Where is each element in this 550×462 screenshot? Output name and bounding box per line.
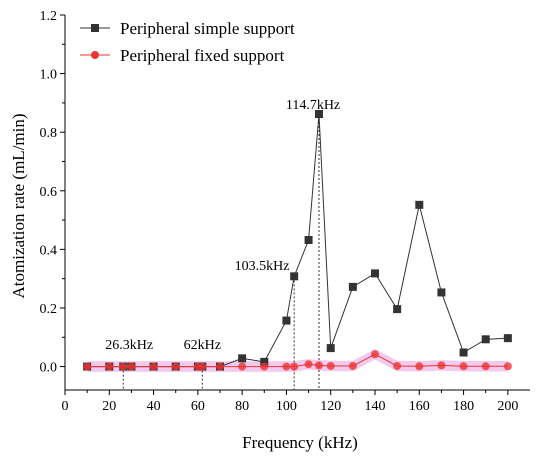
legend-item-fixed-support: Peripheral fixed support [80,46,285,65]
legend-label-fixed-support: Peripheral fixed support [120,46,285,65]
data-point-simple-support [238,354,247,363]
y-tick-label: 1.2 [40,9,58,24]
annotation-label: 103.5kHz [235,259,290,274]
legend-label-simple-support: Peripheral simple support [120,19,295,38]
data-point-simple-support [415,200,424,209]
annotation-label: 62kHz [184,338,221,353]
data-point-simple-support [371,269,379,278]
x-tick-label: 160 [409,399,430,414]
data-point-simple-support [481,335,490,344]
axes: 0 20 40 60 80 100 120 140 160 180 200 0.0 0.2 0.4 0.6 0… [40,9,530,414]
x-tick-label: 40 [147,399,161,414]
data-point-simple-support [282,316,291,325]
data-point-fixed-support [459,362,468,371]
x-tick-label: 80 [235,399,249,414]
data-point-fixed-support [260,362,269,371]
y-tick-label: 0.4 [40,243,58,258]
data-point-fixed-support [238,362,247,371]
data-point-fixed-support [282,362,291,371]
y-tick-label: 0.2 [40,302,58,317]
data-point-fixed-support [290,362,299,371]
x-tick-label: 120 [320,399,341,414]
data-point-fixed-support [314,361,323,370]
data-point-fixed-support [105,362,114,371]
data-point-fixed-support [216,362,224,371]
data-point-fixed-support [198,362,207,371]
data-point-fixed-support [371,350,379,359]
x-tick-label: 100 [276,399,297,414]
data-point-fixed-support [149,362,158,371]
data-point-simple-support [290,272,299,281]
y-tick-label: 1.0 [40,68,58,83]
annotations: 26.3kHz 62kHz 103.5kHz 114.7kHz [105,98,340,390]
y-tick-label: 0.0 [40,361,58,376]
x-tick-label: 200 [497,399,518,414]
x-tick-label: 20 [102,399,116,414]
x-tick-label: 60 [191,399,205,414]
data-point-simple-support [503,334,512,343]
data-point-simple-support [459,348,468,357]
data-point-simple-support [393,305,402,314]
y-tick-label: 0.6 [40,185,58,200]
data-point-fixed-support [481,362,490,371]
data-point-simple-support [437,288,446,297]
data-point-fixed-support [437,361,446,370]
series-line-0 [87,113,508,368]
legend-item-simple-support: Peripheral simple support [80,19,295,38]
data-point-fixed-support [127,362,136,371]
data-point-simple-support [326,344,335,353]
data-point-simple-support [314,110,323,119]
data-point-fixed-support [503,362,512,371]
data-point-fixed-support [326,361,335,370]
series [83,110,512,371]
data-point-fixed-support [83,362,92,371]
legend: Peripheral simple support Peripheral fix… [80,19,295,65]
data-point-fixed-support [415,362,424,371]
data-point-fixed-support [393,361,402,370]
annotation-label: 114.7kHz [286,98,340,113]
x-tick-label: 0 [62,399,69,414]
x-tick-label: 140 [365,399,386,414]
data-point-simple-support [348,282,357,291]
y-tick-label: 0.8 [40,126,58,141]
data-point-simple-support [304,236,313,244]
data-point-fixed-support [304,360,313,369]
y-axis-title: Atomization rate (mL/min) [9,113,28,298]
x-tick-label: 180 [453,399,474,414]
data-point-fixed-support [348,361,357,370]
data-point-fixed-support [171,362,180,371]
data-point-simple-support [260,357,269,366]
x-axis-title: Frequency (kHz) [242,433,358,452]
annotation-label: 26.3kHz [105,338,153,353]
data-point-fixed-support [119,362,128,371]
